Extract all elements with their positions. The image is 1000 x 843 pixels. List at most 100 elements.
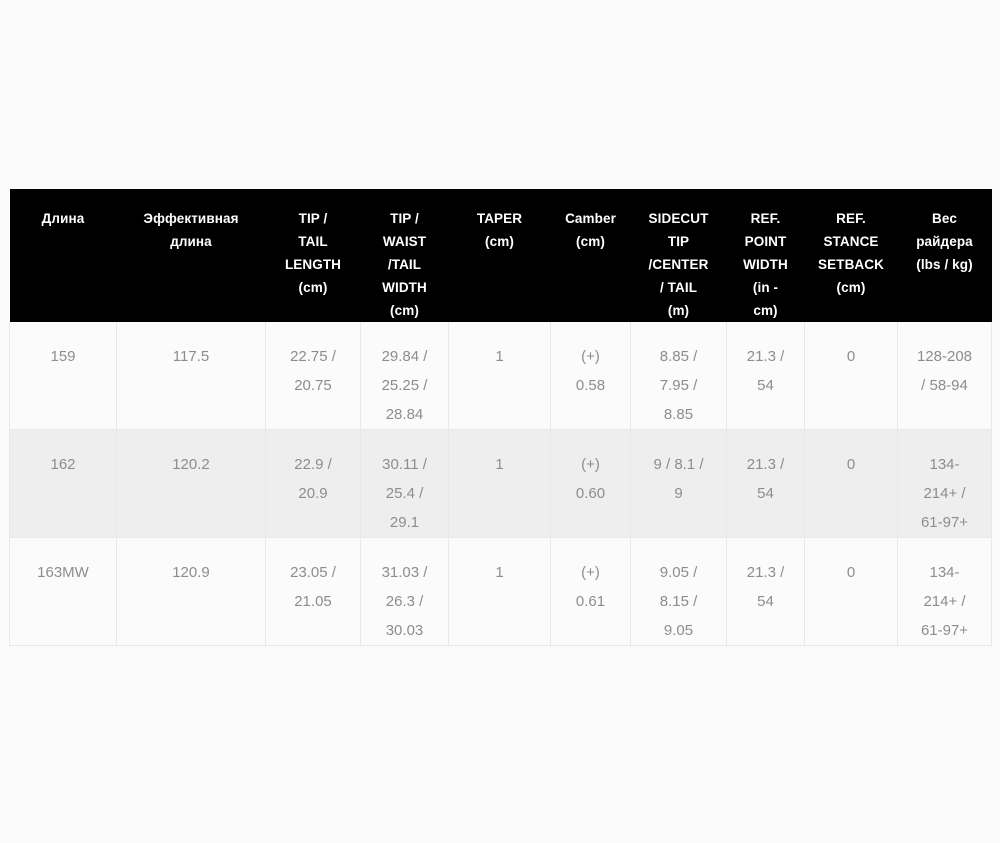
column-header-line: WAIST xyxy=(382,234,427,249)
column-header-line: TIP xyxy=(667,234,690,249)
table-row: 163MW 120.9 23.05 / 21.05 31.03 / 26.3 / 30.03… xyxy=(9,537,992,646)
table-cell-taper: 1 xyxy=(448,322,551,430)
column-header-tip_tail_len: TIP / TAIL LENGTH (cm) xyxy=(265,189,361,322)
table-cell-line: (+) xyxy=(581,456,600,473)
table-cell-length: 159 xyxy=(9,322,117,430)
table-cell-rider_weight: 128-208 / 58-94 xyxy=(897,322,992,430)
table-cell-rider_weight: 134- 214+ / 61-97+ xyxy=(897,429,992,538)
table-cell-effective_len: 117.5 xyxy=(116,322,266,430)
table-cell-line: 7.95 / xyxy=(659,377,698,394)
column-header-length: Длина xyxy=(9,189,117,322)
table-cell-effective_len: 120.9 xyxy=(116,537,266,646)
column-header-line: /TAIL xyxy=(387,257,422,272)
table-cell-ref_stance_setback: 0 xyxy=(804,537,898,646)
table-cell-line: 163MW xyxy=(37,564,89,581)
table-cell-rider_weight: 134- 214+ / 61-97+ xyxy=(897,537,992,646)
table-cell-line: 9.05 xyxy=(663,622,694,639)
table-cell-line: 120.2 xyxy=(172,456,210,473)
column-header-line: Вес xyxy=(932,211,957,226)
table-cell-line: 25.4 / xyxy=(385,485,424,502)
table-cell-line: 134- xyxy=(929,564,960,581)
table-cell-line: 21.05 xyxy=(294,593,332,610)
table-cell-line: 0 xyxy=(846,348,856,365)
column-header-line: TAPER xyxy=(476,211,523,226)
table-cell-taper: 1 xyxy=(448,537,551,646)
snowboard-spec-table-container: Длина Эффективная длина TIP / TAIL LENGTH (cm)… xyxy=(9,189,992,646)
table-body: 159 117.5 22.75 / 20.75 29.84 / 25.25 / 28.84 1… xyxy=(9,322,992,646)
table-cell-ref_point_width: 21.3 / 54 xyxy=(726,322,805,430)
table-cell-line: 0.60 xyxy=(575,485,606,502)
column-header-taper: TAPER (cm) xyxy=(448,189,551,322)
table-cell-taper: 1 xyxy=(448,429,551,538)
column-header-line: / TAIL xyxy=(659,280,698,295)
column-header-line: (m) xyxy=(667,303,690,318)
column-header-line: REF. xyxy=(836,211,866,226)
column-header-line: SIDECUT xyxy=(648,211,709,226)
column-header-ref_stance_setback: REF. STANCE SETBACK (cm) xyxy=(804,189,898,322)
column-header-line: райдера xyxy=(916,234,973,249)
table-cell-line: 20.9 xyxy=(298,485,328,502)
table-cell-length: 162 xyxy=(9,429,117,538)
column-header-sidecut: SIDECUT TIP/CENTER / TAIL (m) xyxy=(630,189,727,322)
column-header-line: Эффективная xyxy=(143,211,239,226)
column-header-line: SETBACK xyxy=(818,257,884,272)
column-header-line: TIP / xyxy=(298,211,328,226)
table-cell-sidecut: 8.85 / 7.95 / 8.85 xyxy=(630,322,727,430)
table-cell-line: 21.3 / xyxy=(746,564,785,581)
table-cell-line: 0.61 xyxy=(575,593,606,610)
table-cell-tip_tail_len: 22.75 / 20.75 xyxy=(265,322,361,430)
table-cell-line: 25.25 / xyxy=(381,377,428,394)
table-cell-line: 26.3 / xyxy=(385,593,424,610)
table-cell-line: 29.1 xyxy=(389,514,420,531)
table-row: 162 120.2 22.9 / 20.9 30.11 / 25.4 / 29.1 1 (+) 0… xyxy=(9,429,992,538)
table-cell-line: 30.03 xyxy=(385,622,424,639)
table-cell-camber: (+) 0.58 xyxy=(550,322,631,430)
table-cell-line: 22.9 / xyxy=(294,456,332,473)
table-cell-line: 23.05 / xyxy=(290,564,336,581)
table-cell-line: 9 xyxy=(674,485,683,502)
table-cell-line: 214+ / xyxy=(923,593,966,610)
column-header-line: /CENTER xyxy=(648,257,709,272)
column-header-line: Camber xyxy=(565,211,616,226)
table-cell-effective_len: 120.2 xyxy=(116,429,266,538)
table-header-row: Длина Эффективная длина TIP / TAIL LENGTH (cm)… xyxy=(9,189,992,322)
table-cell-line: 54 xyxy=(757,593,774,610)
table-cell-line: 8.85 xyxy=(663,406,694,423)
table-cell-sidecut: 9 / 8.1 / 9 xyxy=(630,429,727,538)
table-cell-ref_stance_setback: 0 xyxy=(804,429,898,538)
table-cell-camber: (+) 0.61 xyxy=(550,537,631,646)
table-cell-line: 0 xyxy=(846,456,856,473)
table-cell-line: (+) xyxy=(581,348,600,365)
table-cell-line: 117.5 xyxy=(172,348,210,365)
table-cell-line: 21.3 / xyxy=(746,456,785,473)
table-cell-line: 54 xyxy=(757,377,774,394)
table-cell-tip_tail_len: 22.9 / 20.9 xyxy=(265,429,361,538)
table-cell-line: 8.15 / xyxy=(659,593,698,610)
table-cell-line: 1 xyxy=(495,564,504,581)
table-cell-tip_waist_tail_width: 29.84 / 25.25 / 28.84 xyxy=(360,322,449,430)
column-header-line: длина xyxy=(170,234,212,249)
table-cell-camber: (+) 0.60 xyxy=(550,429,631,538)
table-cell-ref_point_width: 21.3 / 54 xyxy=(726,537,805,646)
column-header-line: TAIL xyxy=(298,234,328,249)
table-cell-line: 9 / 8.1 / xyxy=(653,456,704,473)
table-row: 159 117.5 22.75 / 20.75 29.84 / 25.25 / 28.84 1… xyxy=(9,322,992,430)
column-header-line: (lbs / kg) xyxy=(916,257,973,272)
column-header-tip_waist_tail_width: TIP / WAIST/TAIL WIDTH (cm) xyxy=(360,189,449,322)
table-cell-length: 163MW xyxy=(9,537,117,646)
table-cell-line: 30.11 / xyxy=(382,456,427,473)
column-header-line: WIDTH xyxy=(382,280,427,295)
table-cell-line: 31.03 / xyxy=(381,564,428,581)
table-cell-tip_tail_len: 23.05 / 21.05 xyxy=(265,537,361,646)
table-cell-line: 29.84 / xyxy=(381,348,428,365)
column-header-line: (cm) xyxy=(576,234,605,249)
table-cell-line: 0 xyxy=(846,564,856,581)
column-header-ref_point_width: REF. POINT WIDTH (in - cm) xyxy=(726,189,805,322)
column-header-line: WIDTH xyxy=(743,257,788,272)
table-cell-line: 0.58 xyxy=(575,377,606,394)
table-cell-tip_waist_tail_width: 30.11 / 25.4 / 29.1 xyxy=(360,429,449,538)
column-header-line: (cm) xyxy=(390,303,419,318)
table-header: Длина Эффективная длина TIP / TAIL LENGTH (cm)… xyxy=(9,189,992,322)
table-cell-ref_stance_setback: 0 xyxy=(804,322,898,430)
